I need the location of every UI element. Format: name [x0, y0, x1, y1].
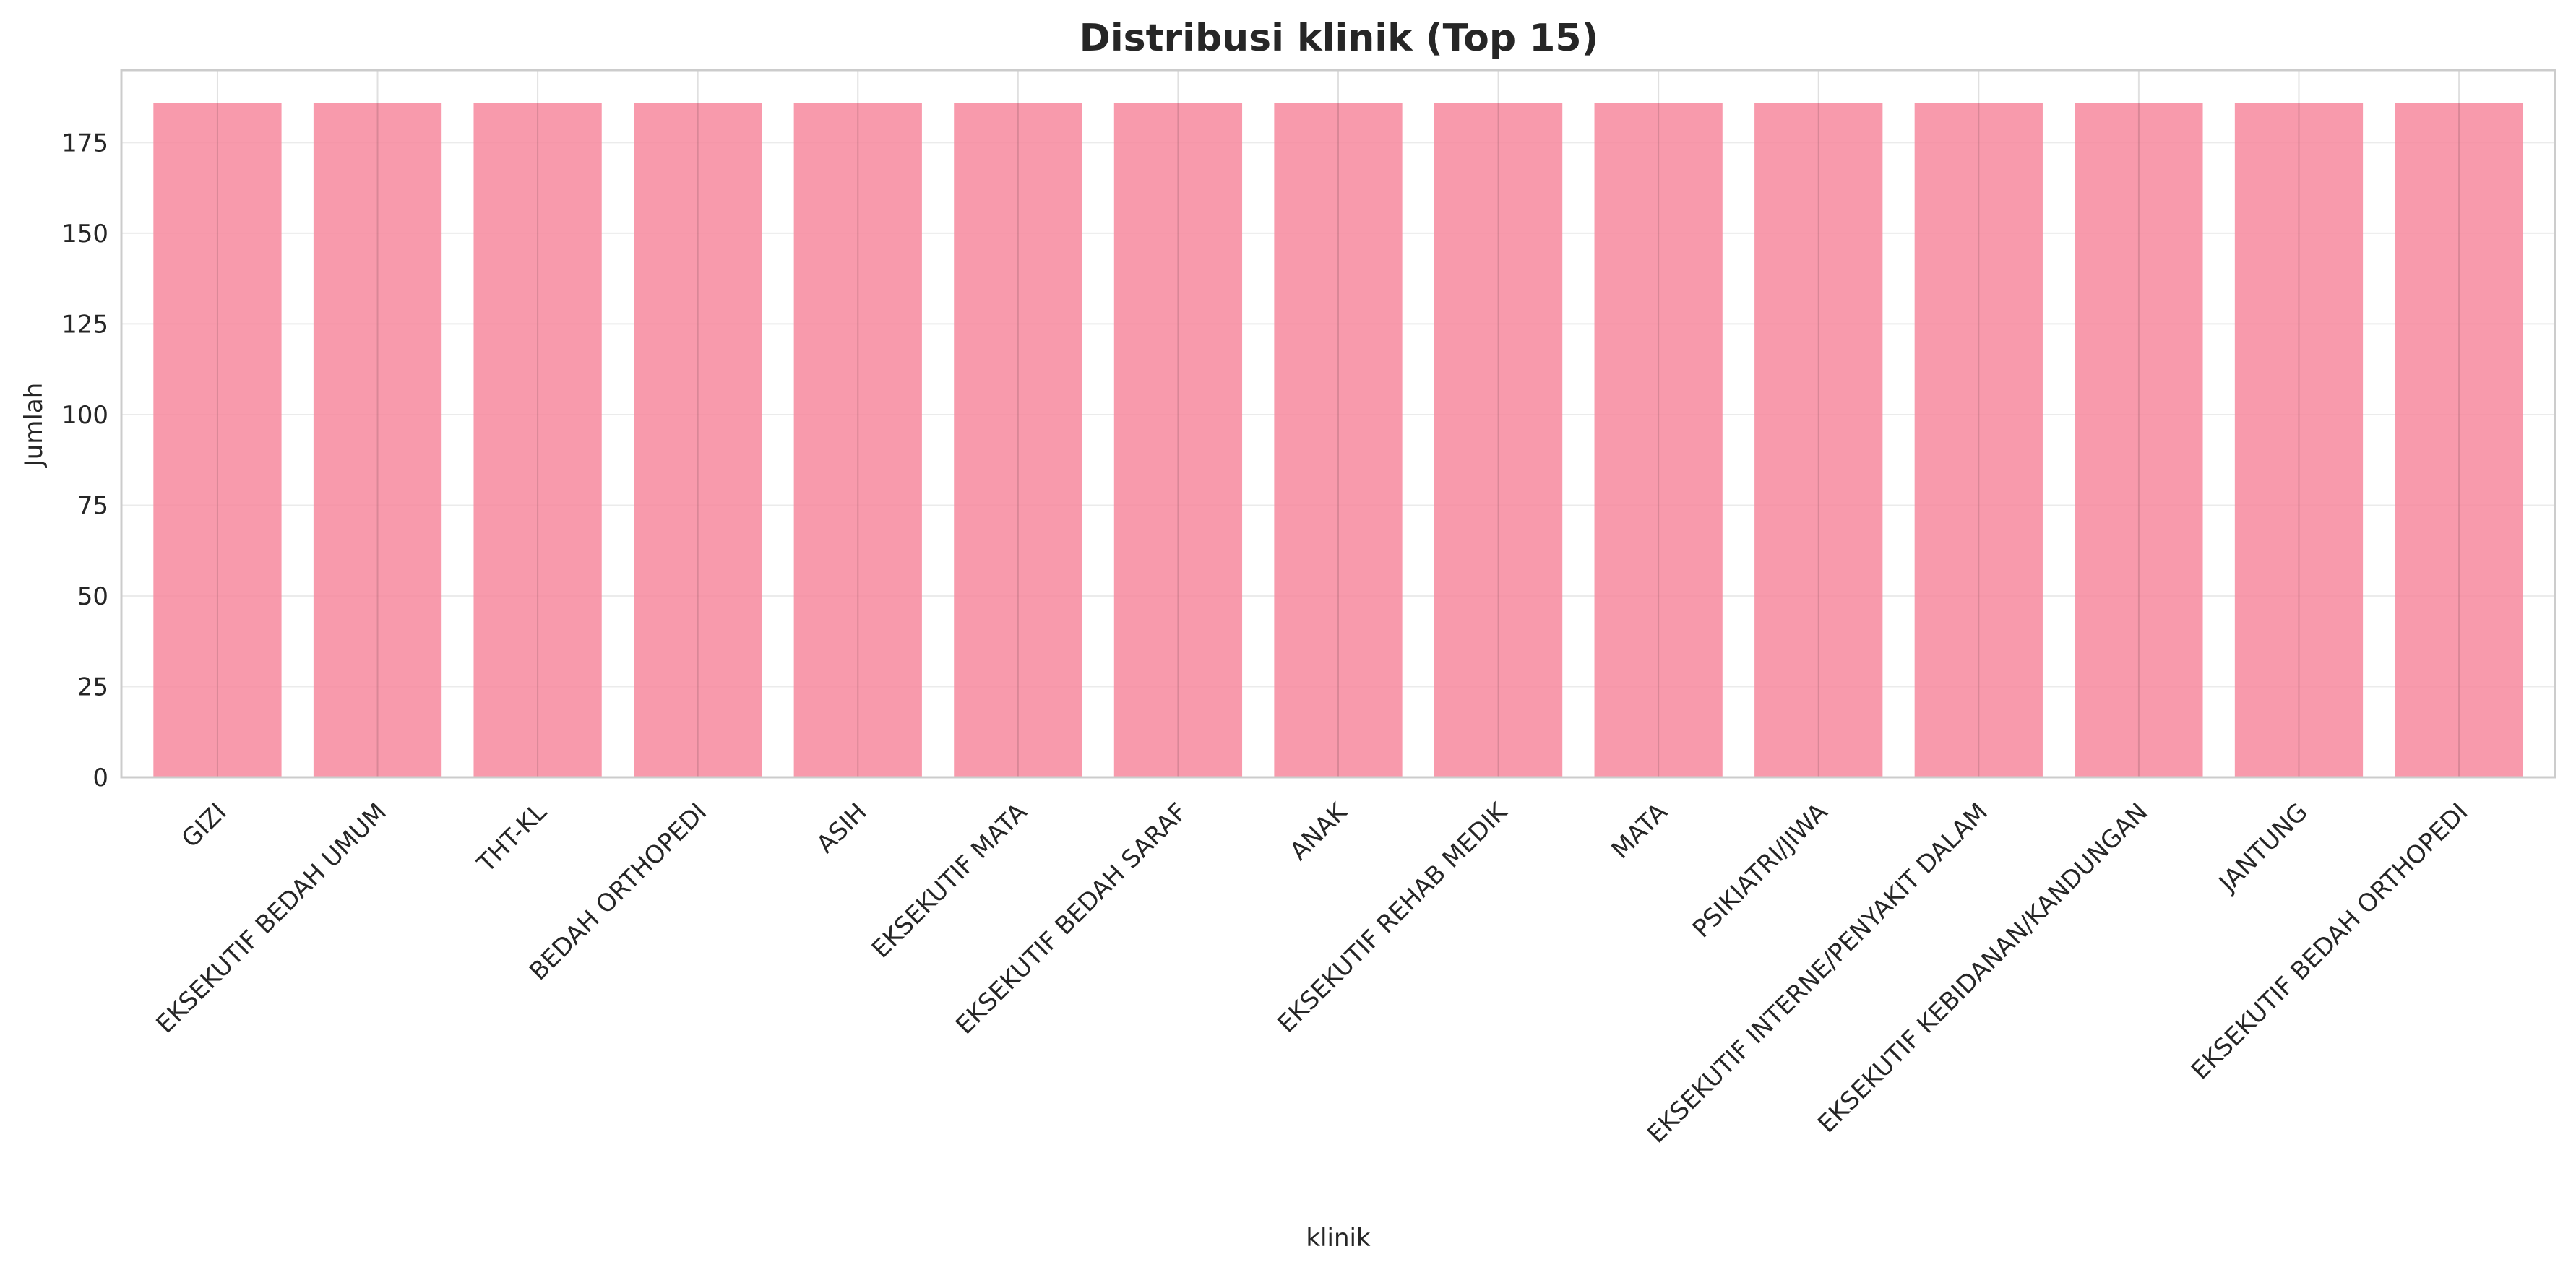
bar — [1914, 103, 2043, 777]
y-tick-label: 150 — [61, 220, 108, 248]
bar — [2234, 103, 2364, 777]
x-tick-label: EKSEKUTIF MATA — [866, 798, 1033, 964]
x-tick-label: MATA — [1606, 798, 1673, 865]
x-tick-label: BEDAH ORTHOPEDI — [524, 798, 712, 986]
y-tick-label: 75 — [77, 491, 108, 520]
bar — [634, 103, 762, 777]
bar — [954, 103, 1082, 777]
y-tick-label: 0 — [92, 764, 108, 792]
x-tick-label: EKSEKUTIF BEDAH ORTHOPEDI — [2186, 798, 2473, 1085]
x-axis-label: klinik — [1306, 1224, 1371, 1253]
bar — [153, 103, 282, 777]
x-tick-label: JANTUNG — [2213, 798, 2314, 899]
plot-frame — [120, 69, 2556, 779]
bar — [793, 103, 922, 777]
y-tick-label: 125 — [61, 310, 108, 339]
bar — [1594, 103, 1723, 777]
x-tick-label: EKSEKUTIF KEBIDANAN/KANDUNGAN — [1812, 798, 2153, 1138]
bars — [153, 103, 2523, 777]
x-tick-label: ASIH — [811, 798, 872, 859]
x-tick-label: ANAK — [1284, 797, 1353, 866]
vertical-grid — [216, 70, 2460, 777]
y-tick-label: 50 — [77, 582, 108, 611]
bar — [1434, 103, 1563, 777]
y-tick-label: 25 — [77, 673, 108, 701]
bar — [1113, 103, 1243, 777]
bar — [473, 103, 602, 777]
y-tick-label: 175 — [61, 129, 108, 157]
bar — [2395, 103, 2523, 777]
x-tick-label: PSIKIATRI/JIWA — [1687, 798, 1833, 943]
chart-title: Distribusi klinik (Top 15) — [1080, 17, 1599, 60]
bar — [1754, 103, 1883, 777]
y-tick-label: 100 — [61, 401, 108, 430]
bar — [2075, 103, 2203, 777]
y-axis-label: Jumlah — [20, 383, 48, 469]
x-tick-label: EKSEKUTIF INTERNE/PENYAKIT DALAM — [1642, 798, 1993, 1149]
x-tick-label: GIZI — [176, 798, 233, 854]
x-tick-label: THT-KL — [471, 798, 552, 878]
bar — [313, 103, 442, 777]
bar — [1274, 103, 1403, 777]
y-axis-ticks: 0 25 50 75 100 125 150 175 — [61, 129, 108, 792]
